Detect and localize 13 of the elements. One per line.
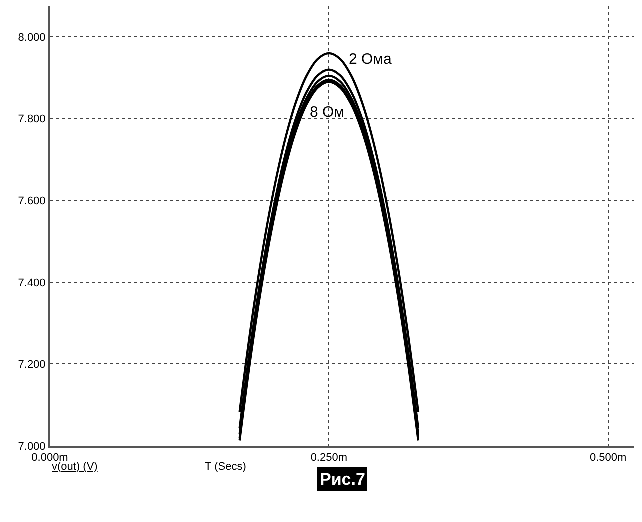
y-tick-label: 7.600	[18, 196, 46, 208]
y-tick-label: 7.800	[18, 114, 46, 126]
x-tick-label: 0.250m	[310, 452, 348, 464]
series-label: 8 Ом	[310, 104, 344, 121]
x-axis-title: T (Secs)	[205, 461, 246, 473]
text: v(out) (V)	[52, 461, 98, 473]
y-tick-label: 7.400	[18, 277, 46, 290]
series-label: 2 Ома	[349, 51, 392, 68]
y-tick-label: 7.200	[18, 359, 46, 372]
y-tick-label: 7.000	[18, 440, 46, 453]
y-tick-label: 8.000	[18, 32, 46, 44]
x-tick-label: 0.500m	[590, 452, 627, 464]
text: Рис.7	[320, 470, 366, 489]
